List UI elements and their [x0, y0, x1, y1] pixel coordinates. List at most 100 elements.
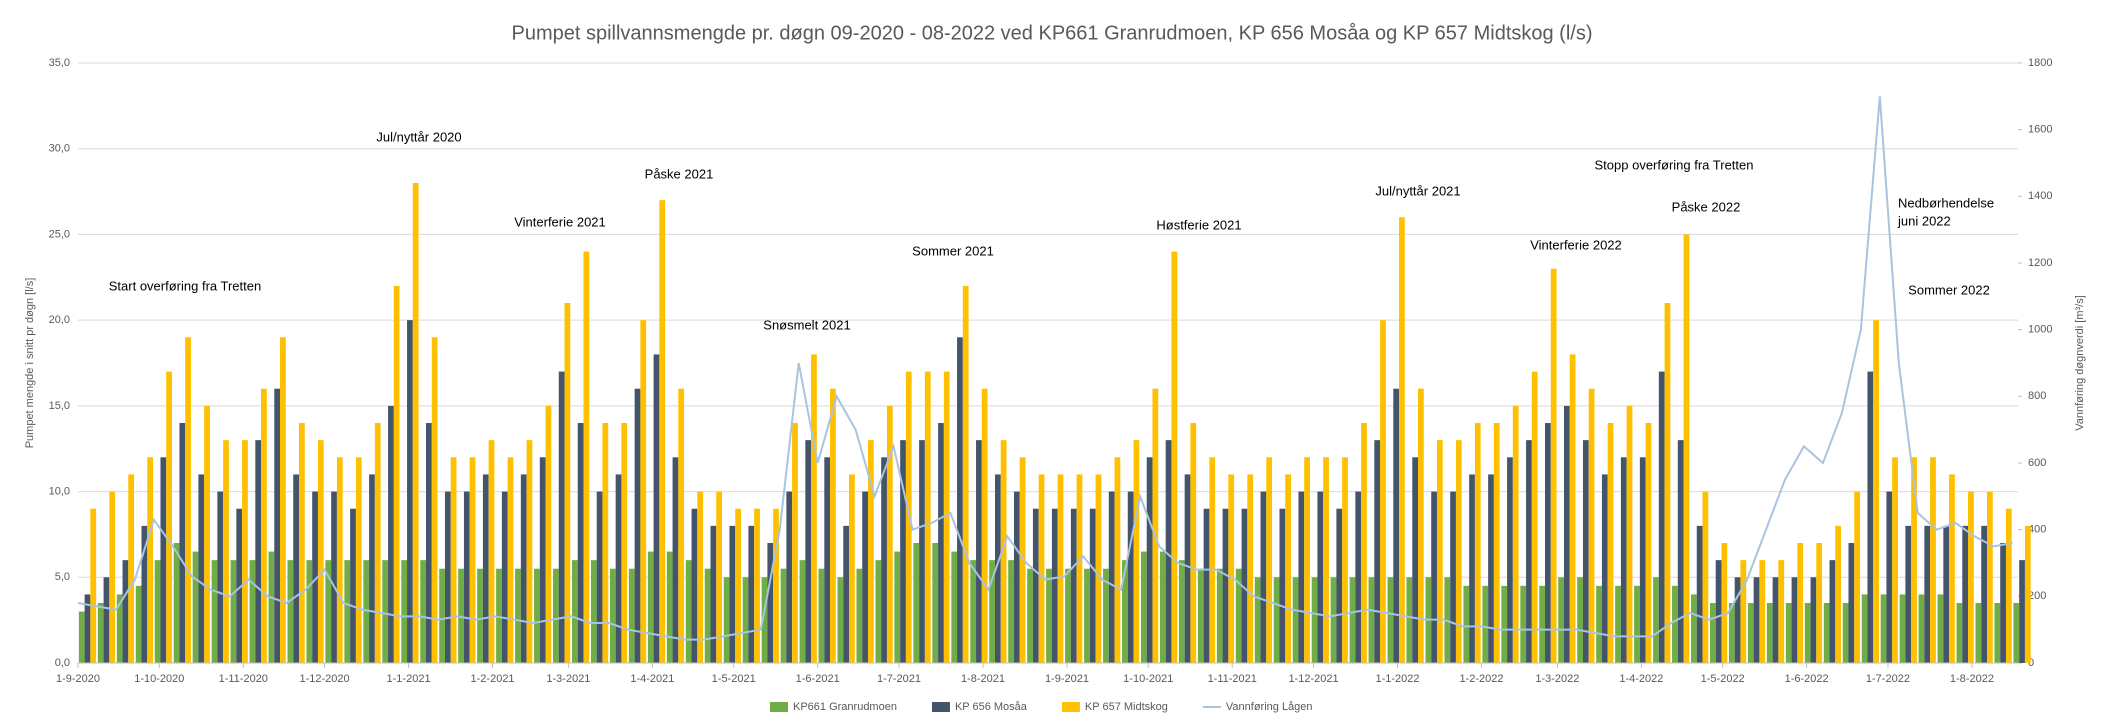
- bar: [653, 354, 660, 663]
- y-tick-label: 5,0: [55, 571, 70, 583]
- bar: [192, 551, 199, 663]
- annotation: Jul/nyttår 2021: [1375, 183, 1460, 198]
- bar: [1596, 585, 1602, 663]
- bar: [1658, 371, 1665, 663]
- bar: [1512, 405, 1519, 663]
- x-tick-label: 1-5-2022: [1701, 673, 1745, 685]
- bar: [1728, 603, 1735, 663]
- bar: [1607, 423, 1614, 663]
- bar: [2024, 525, 2031, 663]
- bar: [439, 568, 445, 663]
- bar: [204, 405, 210, 663]
- bar: [1924, 525, 1931, 663]
- bar: [780, 568, 787, 663]
- bar: [97, 603, 104, 663]
- bar: [1399, 217, 1405, 664]
- x-tick-label: 1-11-2021: [1208, 673, 1257, 685]
- x-tick-label: 1-10-2020: [134, 673, 184, 685]
- bar: [1645, 423, 1652, 663]
- y-axis-label: Pumpet mengde i snitt pr døgn [l/s]: [24, 278, 36, 449]
- annotation: Vinterferie 2022: [1530, 237, 1622, 252]
- bar: [571, 560, 578, 663]
- bar: [306, 560, 313, 663]
- y-tick-label: 0,0: [55, 657, 70, 669]
- bar: [401, 560, 408, 663]
- x-tick-label: 1-9-2021: [1045, 673, 1089, 685]
- bar: [924, 371, 931, 663]
- x-tick-label: 1-3-2021: [546, 673, 590, 685]
- bar: [1084, 568, 1090, 663]
- bar: [1122, 560, 1128, 663]
- bar: [1317, 491, 1324, 663]
- bar: [1165, 440, 1172, 663]
- x-tick-label: 1-3-2022: [1535, 673, 1579, 685]
- bar: [1759, 560, 1766, 663]
- bar: [634, 388, 641, 663]
- x-tick-label: 1-2-2021: [471, 673, 515, 685]
- bar: [477, 568, 483, 663]
- bar: [539, 457, 546, 663]
- bar: [255, 440, 262, 663]
- annotation: Sommer 2021: [912, 243, 994, 258]
- bar: [1740, 560, 1747, 663]
- bar: [1323, 457, 1329, 663]
- bar: [388, 405, 394, 663]
- bar: [1342, 457, 1348, 663]
- bar: [1626, 405, 1633, 663]
- bar: [1436, 440, 1443, 663]
- x-tick-label: 1-12-2020: [299, 673, 349, 685]
- bar: [236, 508, 243, 663]
- bar: [621, 423, 628, 663]
- annotation: Snøsmelt 2021: [763, 317, 850, 332]
- bar: [2005, 508, 2012, 663]
- bar: [78, 611, 85, 663]
- bar: [173, 543, 180, 663]
- bar: [900, 440, 906, 663]
- bar: [773, 508, 779, 663]
- bar: [450, 457, 457, 663]
- x-tick-label: 1-1-2021: [387, 673, 431, 685]
- x-tick-label: 1-10-2021: [1123, 673, 1173, 685]
- bar: [268, 551, 275, 663]
- x-tick-label: 1-5-2021: [712, 673, 756, 685]
- bar: [1558, 577, 1564, 663]
- bar: [1279, 508, 1286, 663]
- bar: [748, 525, 755, 663]
- bar: [1772, 577, 1779, 663]
- bar: [1463, 585, 1470, 663]
- bar: [1393, 388, 1400, 663]
- bar: [723, 577, 730, 663]
- bar: [1620, 457, 1627, 663]
- legend-label: KP 657 Midtskog: [1085, 701, 1168, 713]
- x-tick-label: 1-4-2022: [1619, 673, 1663, 685]
- bar: [501, 491, 508, 663]
- bar: [482, 474, 489, 663]
- chart-title: Pumpet spillvannsmengde pr. døgn 09-2020…: [511, 22, 1592, 44]
- bar: [1702, 491, 1709, 663]
- bar: [1108, 491, 1115, 663]
- bar: [1474, 423, 1481, 663]
- bar: [280, 337, 286, 663]
- bar: [287, 560, 294, 663]
- bar: [1469, 474, 1475, 663]
- bar: [1601, 474, 1608, 663]
- bar: [1235, 568, 1242, 663]
- bar: [293, 474, 299, 663]
- y2-tick-label: 1600: [2028, 124, 2052, 136]
- bar: [1455, 440, 1462, 663]
- bar: [141, 525, 148, 663]
- bar: [374, 423, 381, 663]
- bar: [754, 508, 760, 663]
- bar: [805, 440, 812, 663]
- legend-swatch: [770, 702, 788, 712]
- bar: [217, 491, 224, 663]
- y-tick-label: 20,0: [49, 314, 70, 326]
- bar: [1539, 585, 1546, 663]
- bar: [615, 474, 622, 663]
- bar: [1273, 577, 1280, 663]
- bar: [128, 474, 135, 663]
- bar: [1013, 491, 1020, 663]
- bar: [1387, 577, 1394, 663]
- bar: [1216, 568, 1223, 663]
- bar: [1247, 474, 1254, 663]
